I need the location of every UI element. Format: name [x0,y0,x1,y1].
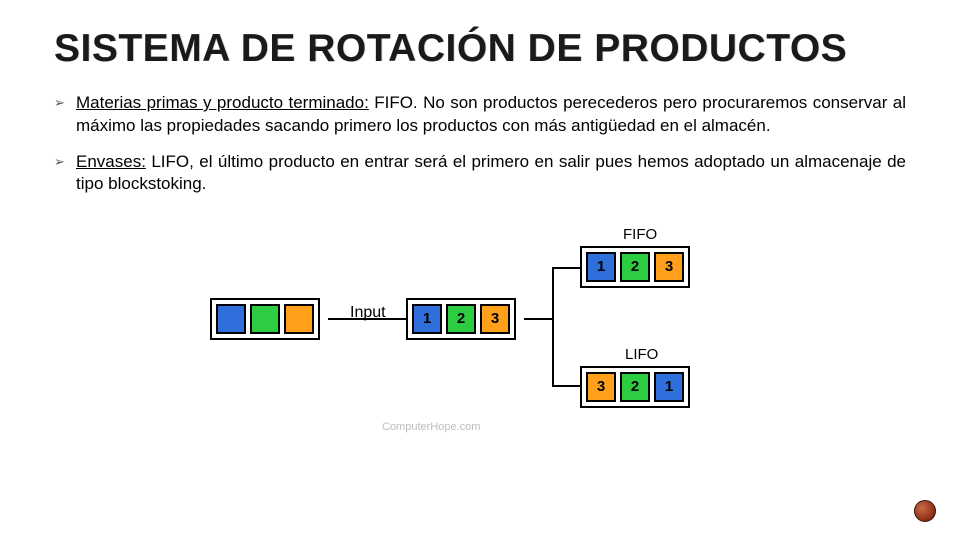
bullet-list: Materias primas y producto terminado: FI… [54,92,906,196]
queue-cell [216,304,246,334]
fifo-label: FIFO [623,226,657,243]
diagram-watermark: ComputerHope.com [382,421,480,433]
lifo-label: LIFO [625,346,658,363]
decor-dot-icon [914,500,936,522]
slide-title: SISTEMA DE ROTACIÓN DE PRODUCTOS [54,28,906,70]
queue-cell: 2 [446,304,476,334]
input-box-empty [210,298,320,340]
connector-line [524,318,554,320]
fifo-box: 123 [580,246,690,288]
input-box-numbered: 123 [406,298,516,340]
connector-line [552,267,554,387]
queue-cell: 3 [586,372,616,402]
queue-cell: 2 [620,252,650,282]
bullet-label: Materias primas y producto terminado: [76,93,369,112]
bullet-item: Materias primas y producto terminado: FI… [54,92,906,137]
queue-cell: 1 [412,304,442,334]
bullet-label: Envases: [76,152,146,171]
queue-cell: 2 [620,372,650,402]
queue-cell: 3 [480,304,510,334]
bullet-item: Envases: LIFO, el último producto en ent… [54,151,906,196]
queue-cell: 3 [654,252,684,282]
lifo-box: 321 [580,366,690,408]
queue-cell: 1 [586,252,616,282]
queue-cell [284,304,314,334]
connector-line [552,385,580,387]
connector-line [552,267,580,269]
bullet-text: LIFO, el último producto en entrar será … [76,152,906,193]
queue-cell [250,304,280,334]
fifo-lifo-diagram: 123123321InputFIFOLIFOComputerHope.com [210,216,750,436]
connector-line [328,318,406,320]
queue-cell: 1 [654,372,684,402]
